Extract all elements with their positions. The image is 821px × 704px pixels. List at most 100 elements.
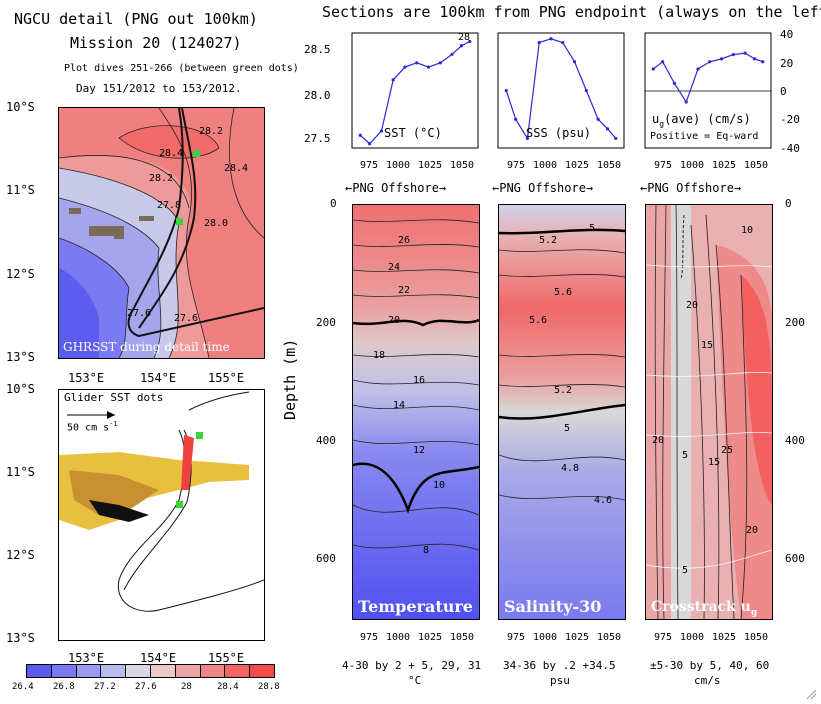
png-offshore-label: ←PNG Offshore→ xyxy=(640,181,742,195)
contour-label: 28.4 xyxy=(159,148,184,159)
ug-plot-note: Positive = Eq-ward xyxy=(650,131,759,142)
sal-contour-label: 5.2 xyxy=(539,235,558,246)
ug-contour-label: 15 xyxy=(708,457,721,468)
temp-footer: 4-30 by 2 + 5, 29, 31 xyxy=(342,659,482,672)
data-point xyxy=(572,60,577,64)
days-label: Day 151/2012 to 153/2012. xyxy=(76,82,242,95)
lon-label: 155°E xyxy=(208,651,245,665)
data-point xyxy=(403,65,407,69)
glider-map-svg xyxy=(59,391,264,612)
ug-y-tick: 0 xyxy=(780,85,787,98)
ug-footer-unit: cm/s xyxy=(694,674,721,687)
lat-label: 10°S xyxy=(6,100,35,114)
lon-label: 153°E xyxy=(68,651,105,665)
lon-label: 154°E xyxy=(140,371,177,385)
ug-contour-label: 10 xyxy=(741,225,754,236)
sal-contour-label: 5.6 xyxy=(554,287,573,298)
ug-y-tick: -40 xyxy=(780,142,800,155)
data-point xyxy=(731,52,735,57)
data-point xyxy=(584,88,588,93)
section-x-tick: 975 xyxy=(360,632,379,643)
sss-plot-label: SSS (psu) xyxy=(526,126,592,140)
series-line xyxy=(652,52,763,104)
vector-scale-label: 50 cm s-1 xyxy=(67,420,118,434)
temp-contour-label: 18 xyxy=(373,350,386,361)
section-x-tick: 1000 xyxy=(680,632,705,643)
section-x-tick: 1050 xyxy=(597,632,622,643)
data-point xyxy=(696,67,700,71)
colorbar-label: 27.6 xyxy=(135,682,157,692)
sst-x-tick: 1025 xyxy=(418,160,443,171)
sst-y-tick: 27.5 xyxy=(304,132,331,145)
sal-footer-unit: psu xyxy=(550,674,570,687)
section-x-tick: 1050 xyxy=(744,632,769,643)
resize-grip-icon[interactable] xyxy=(805,688,817,700)
ug-x-tick: 1050 xyxy=(744,160,769,171)
colorbar-label: 28 xyxy=(181,682,192,692)
lat-label: 13°S xyxy=(6,631,35,645)
lat-label: 12°S xyxy=(6,267,35,281)
data-point xyxy=(605,127,610,131)
data-point xyxy=(661,60,665,64)
contour-label: 27.6 xyxy=(174,313,199,324)
ug-contour-label: 20 xyxy=(746,525,759,536)
temp-footer-unit: °C xyxy=(408,674,422,687)
sst-x-tick: 975 xyxy=(360,160,379,171)
data-point xyxy=(537,40,541,45)
temp-contour-label: 26 xyxy=(398,235,411,246)
sal-contour-label: 4.6 xyxy=(594,495,613,506)
sal-contour-label: 5 xyxy=(564,423,571,434)
sst-y-tick: 28.5 xyxy=(304,43,331,56)
data-point xyxy=(459,44,464,48)
sss-x-tick: 975 xyxy=(507,160,526,171)
temp-contour-label: 12 xyxy=(413,445,426,456)
temp-contour-label: 24 xyxy=(388,262,401,273)
ug-contour-label: 25 xyxy=(721,445,734,456)
plot-dives-label: Plot dives 251-266 (between green dots) xyxy=(64,63,299,74)
data-point xyxy=(743,51,747,55)
sst-x-tick: 1050 xyxy=(450,160,475,171)
temp-contour-label: 14 xyxy=(393,400,406,411)
sst-corner-label: 28 xyxy=(458,32,471,43)
lon-label: 154°E xyxy=(140,651,177,665)
sst-plot-label: SST (°C) xyxy=(384,126,442,140)
png-offshore-label: ←PNG Offshore→ xyxy=(345,181,447,195)
lat-label: 11°S xyxy=(6,183,35,197)
lon-label: 155°E xyxy=(208,371,245,385)
section-x-tick: 1025 xyxy=(418,632,443,643)
section-x-tick: 975 xyxy=(507,632,526,643)
colorbar-label: 27.2 xyxy=(94,682,116,692)
data-point xyxy=(708,60,712,64)
ug-y-tick: -20 xyxy=(780,113,800,126)
lat-label: 11°S xyxy=(6,465,35,479)
data-point xyxy=(752,57,757,61)
sst-map-top: 28.2 28.4 28.2 28.4 27.8 28.0 27.6 27.6 … xyxy=(58,107,265,359)
depth-tick: 600 xyxy=(785,552,805,565)
glider-legend-title: Glider SST dots xyxy=(64,391,164,404)
data-point xyxy=(719,57,724,61)
right-title: Sections are 100km from PNG endpoint (al… xyxy=(322,3,821,21)
data-point xyxy=(426,65,431,69)
sss-x-tick: 1050 xyxy=(597,160,622,171)
data-point xyxy=(504,88,508,93)
depth-tick: 400 xyxy=(316,434,336,447)
section-x-tick: 1050 xyxy=(450,632,475,643)
ug-contour-label: 20 xyxy=(652,435,665,446)
ug-contour-label: 20 xyxy=(686,300,699,311)
temp-contour-label: 16 xyxy=(413,375,426,386)
data-point xyxy=(450,52,454,56)
data-point xyxy=(438,61,442,65)
lat-label: 10°S xyxy=(6,382,35,396)
ug-x-tick: 1025 xyxy=(712,160,737,171)
data-point xyxy=(684,100,688,104)
section-x-tick: 1000 xyxy=(533,632,558,643)
data-point xyxy=(549,37,553,41)
lat-label: 12°S xyxy=(6,548,35,562)
depth-tick: 400 xyxy=(785,434,805,447)
depth-tick: 0 xyxy=(785,197,792,210)
data-point xyxy=(525,136,530,141)
ug-contour-label: 5 xyxy=(682,565,689,576)
ug-contour-label: 5 xyxy=(682,450,689,461)
temp-contour-label: 22 xyxy=(398,285,411,296)
